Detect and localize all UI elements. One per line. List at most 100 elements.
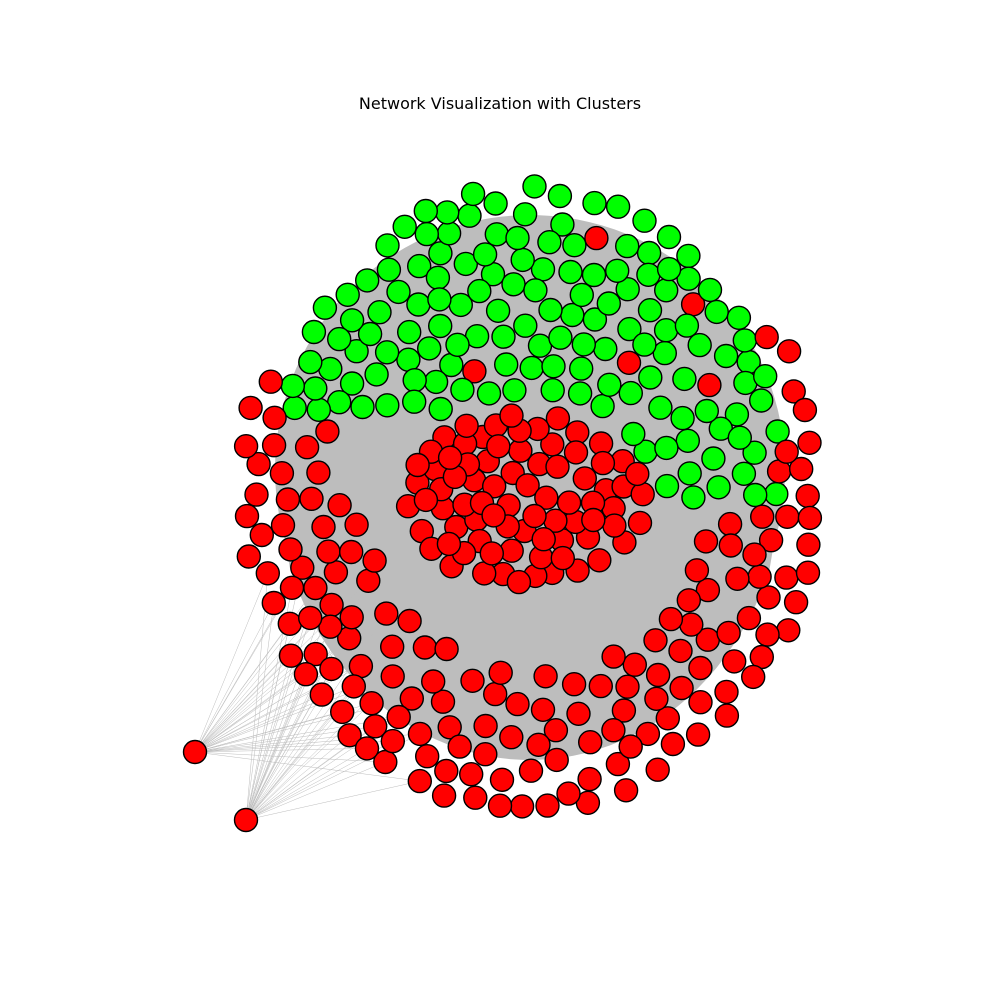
- red-node: [327, 493, 352, 518]
- edge: [194, 617, 311, 753]
- red-node: [792, 397, 818, 423]
- red-node: [577, 766, 602, 792]
- red-node: [717, 511, 743, 537]
- green-node: [567, 381, 593, 406]
- red-node: [774, 439, 799, 464]
- green-node: [527, 333, 553, 358]
- red-node: [489, 767, 515, 792]
- red-node: [362, 548, 387, 573]
- red-node: [430, 689, 456, 714]
- red-node: [277, 611, 302, 636]
- red-node: [405, 452, 430, 478]
- red-node: [669, 675, 694, 701]
- green-node: [522, 174, 547, 199]
- green-node: [298, 349, 323, 375]
- green-node: [618, 380, 643, 406]
- red-node: [319, 656, 344, 682]
- green-node: [425, 265, 451, 290]
- edge: [245, 780, 420, 821]
- red-node: [505, 691, 530, 717]
- green-node: [652, 340, 677, 366]
- green-node: [406, 292, 431, 317]
- green-node: [523, 278, 548, 303]
- red-node: [413, 487, 439, 513]
- edge: [245, 655, 292, 821]
- red-node: [278, 537, 303, 562]
- red-node: [797, 505, 823, 531]
- red-node: [298, 605, 323, 631]
- red-node: [509, 794, 535, 819]
- red-node: [676, 588, 701, 613]
- green-node: [436, 221, 462, 246]
- red-node: [535, 793, 560, 818]
- green-node: [654, 278, 679, 303]
- green-node: [581, 262, 607, 288]
- red-node: [399, 686, 424, 711]
- red-node: [483, 681, 508, 707]
- green-node: [653, 318, 679, 343]
- green-node: [636, 262, 661, 287]
- green-node: [701, 446, 726, 471]
- red-node: [776, 618, 801, 643]
- red-node: [566, 701, 591, 726]
- red-node: [374, 601, 399, 626]
- red-node: [581, 507, 606, 533]
- green-node: [327, 326, 352, 352]
- red-node: [658, 606, 684, 632]
- green-node: [621, 421, 646, 447]
- green-node: [485, 298, 511, 323]
- green-node: [364, 362, 389, 387]
- red-node: [775, 504, 800, 529]
- red-node: [315, 419, 340, 444]
- red-node: [584, 225, 609, 251]
- red-node: [750, 504, 775, 529]
- green-node: [428, 313, 453, 339]
- red-node: [613, 778, 639, 803]
- green-node: [402, 389, 427, 414]
- edge: [245, 602, 275, 821]
- edge: [245, 613, 387, 821]
- green-node: [617, 316, 642, 342]
- red-node: [645, 757, 670, 782]
- red-node: [499, 725, 524, 750]
- green-node: [677, 461, 702, 486]
- red-node: [486, 434, 511, 459]
- red-node: [758, 528, 784, 553]
- green-node: [674, 313, 700, 338]
- red-node: [261, 590, 286, 616]
- red-node: [688, 690, 713, 715]
- red-node: [588, 673, 613, 699]
- green-node: [344, 339, 369, 364]
- green-node: [571, 332, 596, 357]
- red-node: [556, 490, 582, 515]
- green-node: [450, 377, 475, 402]
- green-node: [547, 183, 573, 209]
- green-node: [676, 266, 701, 291]
- red-node: [534, 485, 559, 510]
- red-node: [270, 513, 296, 538]
- red-node: [249, 522, 274, 548]
- red-node: [668, 638, 693, 664]
- green-node: [654, 473, 680, 499]
- green-node: [713, 343, 739, 369]
- green-node: [590, 393, 615, 419]
- red-node: [244, 482, 269, 507]
- edge: [194, 735, 350, 753]
- red-node: [356, 568, 381, 593]
- red-node: [380, 664, 405, 689]
- green-node: [615, 277, 640, 302]
- green-node: [513, 313, 538, 338]
- red-node: [625, 461, 650, 487]
- red-node: [797, 430, 822, 455]
- red-node: [578, 730, 603, 755]
- green-node: [312, 295, 338, 320]
- red-node: [515, 473, 540, 498]
- green-node: [502, 378, 527, 403]
- green-node: [704, 299, 729, 325]
- red-node: [481, 503, 506, 528]
- green-node: [457, 203, 482, 228]
- red-node: [714, 679, 739, 705]
- red-node: [339, 605, 364, 630]
- edge: [245, 560, 375, 821]
